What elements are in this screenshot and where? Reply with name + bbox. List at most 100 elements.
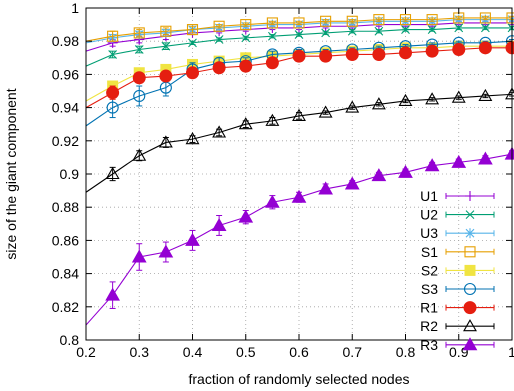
series-layer [85,12,514,326]
x-tick-label: 0.3 [130,344,150,360]
y-axis-label: size of the giant component [3,88,19,259]
data-point [213,20,225,32]
series-r2 [85,87,514,193]
data-point [159,69,173,83]
legend-marker [463,282,477,296]
data-point [505,41,514,55]
data-point [160,25,172,37]
data-point [212,125,227,138]
data-point [318,181,333,195]
y-tick-label: 0.88 [52,199,79,215]
data-point [292,108,306,121]
data-point [321,28,331,38]
data-point [425,44,439,58]
x-tick-label: 0.8 [396,344,416,360]
data-point [291,189,307,203]
data-point [294,30,304,39]
data-point [131,249,147,263]
legend-label: S3 [421,281,438,297]
data-point [185,132,200,145]
data-point [424,158,440,172]
legend-item-u1: U1 [420,188,495,204]
data-point [478,151,493,165]
legend: U1 U2 U3 S1 S2 S3 R1 R2 R3 [420,188,495,353]
series-line [85,153,513,326]
series-s1 [85,12,514,42]
data-point [106,101,119,114]
legend-label: U3 [420,225,438,241]
data-point [504,146,514,160]
x-tick-label: 0.7 [343,344,363,360]
data-point [186,24,199,36]
series-u2 [85,23,514,67]
legend-label: R3 [420,337,438,353]
data-point [106,86,120,100]
data-point [320,15,332,27]
data-point [346,15,358,27]
data-point [425,92,440,105]
series-r3 [85,146,514,326]
data-point [345,47,359,61]
legend-item-u2: U2 [420,207,495,223]
y-tick-label: 0.84 [52,266,79,282]
data-point [506,12,514,24]
legend-item-s1: S1 [421,244,495,260]
legend-marker [465,228,475,239]
data-point [161,41,171,51]
ticks: 0.2 0.3 0.4 0.5 0.6 0.7 0.8 0.9 1 0.8 0.82 0.84 0.86… [52,0,514,360]
series-r1 [85,41,514,109]
y-tick-label: 0.98 [52,33,79,49]
data-point [374,26,384,36]
data-point [398,164,413,178]
data-point [318,105,333,118]
data-point [453,12,465,24]
legend-item-s3: S3 [421,281,495,297]
data-point [371,168,387,182]
data-point [478,41,492,55]
legend-marker [464,264,476,276]
legend-label: R2 [420,318,438,334]
data-point [293,17,305,29]
data-point [134,45,144,54]
legend-marker [464,246,476,258]
data-point [214,35,224,44]
data-point [132,148,147,161]
data-point [399,46,412,60]
legend-label: S2 [421,262,438,278]
data-point [505,87,514,100]
y-tick-label: 1 [71,0,79,16]
legend-marker [462,337,478,351]
legend-item-u3: U3 [420,225,495,241]
data-point [426,14,438,26]
data-point [158,135,173,148]
data-point [186,66,199,80]
data-point [267,31,277,41]
data-point [478,88,493,102]
data-point [451,90,466,103]
y-tick-label: 0.86 [52,232,79,248]
data-point [398,93,413,107]
data-point [240,19,252,31]
legend-item-s2: S2 [421,262,495,278]
data-point [265,113,280,126]
data-point [108,50,118,59]
grid [86,8,512,340]
data-point [239,59,253,73]
data-point [401,25,410,34]
legend-label: R1 [420,300,438,316]
y-tick-label: 0.96 [52,66,79,82]
legend-item-r2: R2 [420,318,495,334]
data-point [372,47,386,61]
data-point [238,117,253,130]
data-point [266,17,278,29]
data-point [158,244,174,258]
x-tick-label: 0.4 [183,344,203,360]
data-point [185,232,200,246]
data-point [265,56,279,70]
y-tick-label: 0.9 [60,166,80,182]
data-point [347,26,357,36]
x-tick-label: 0.9 [449,344,469,360]
legend-label: U2 [420,207,438,223]
